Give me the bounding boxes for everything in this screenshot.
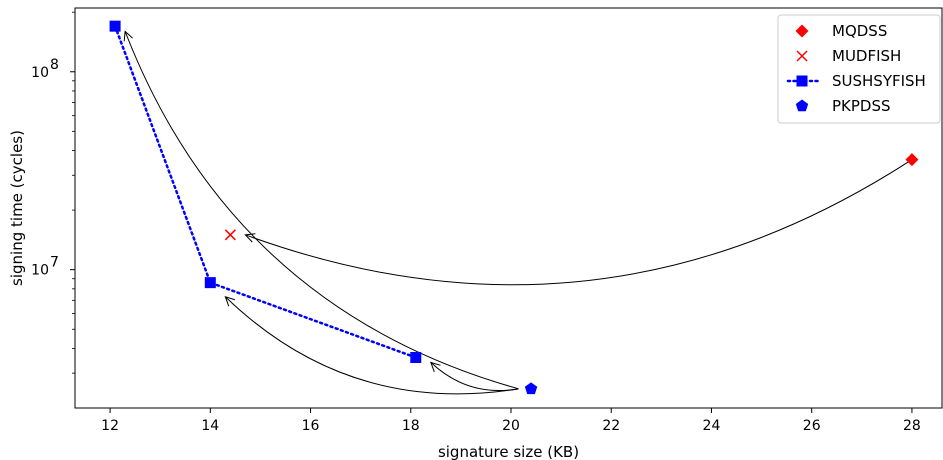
legend-marker — [795, 24, 809, 38]
x-tick-label: 20 — [502, 418, 520, 434]
legend-label: MUDFISH — [832, 47, 901, 65]
annotation-arrowhead — [224, 295, 236, 307]
annotation-arrowhead — [430, 361, 441, 373]
x-axis: 12 14 16 18 20 22 24 26 28 — [101, 408, 921, 434]
annotation-arrow — [224, 296, 519, 395]
legend-marker — [795, 99, 809, 112]
x-tick-label: 12 — [101, 418, 119, 434]
annotation-arrows — [123, 30, 913, 395]
marker-x-stroke — [796, 50, 808, 62]
x-tick-label: 16 — [302, 418, 320, 434]
x-tick-label: 22 — [602, 418, 620, 434]
y-axis-label: signing time (cycles) — [8, 130, 26, 286]
legend: MQDSS MUDFISH SUSHSYFISH PKPDSS — [777, 14, 941, 124]
data-point — [524, 382, 538, 395]
data-point — [410, 351, 422, 363]
legend-label: MQDSS — [832, 22, 887, 40]
data-point — [204, 277, 216, 289]
series-lines — [113, 24, 418, 359]
marker-x-stroke — [224, 229, 236, 241]
annotation-arrow — [245, 159, 913, 286]
series-line — [113, 24, 418, 359]
y-tick-label: 10 — [31, 65, 49, 81]
plot-frame — [74, 7, 943, 409]
annotation-arrowhead — [123, 30, 133, 42]
y-tick-exponent: 8 — [50, 57, 59, 73]
annotation-arrowhead — [244, 233, 256, 243]
data-point — [224, 229, 236, 241]
x-tick-label: 14 — [201, 418, 219, 434]
y-tick-exponent: 7 — [50, 255, 59, 271]
annotation-arrow — [124, 31, 519, 390]
legend-label: PKPDSS — [832, 97, 891, 115]
x-axis-label: signature size (KB) — [438, 443, 579, 460]
legend-marker — [796, 50, 808, 62]
x-tick-label: 26 — [803, 418, 821, 434]
data-markers — [109, 20, 919, 395]
legend-marker — [796, 75, 808, 87]
data-point — [905, 153, 919, 167]
data-point — [109, 20, 121, 32]
legend-label: SUSHSYFISH — [832, 72, 926, 90]
legend-box — [777, 14, 941, 124]
x-tick-label: 18 — [402, 418, 420, 434]
x-tick-label: 24 — [703, 418, 721, 434]
x-tick-label: 28 — [903, 418, 921, 434]
annotation-arrow — [430, 362, 519, 392]
y-tick-label: 10 — [31, 263, 49, 279]
